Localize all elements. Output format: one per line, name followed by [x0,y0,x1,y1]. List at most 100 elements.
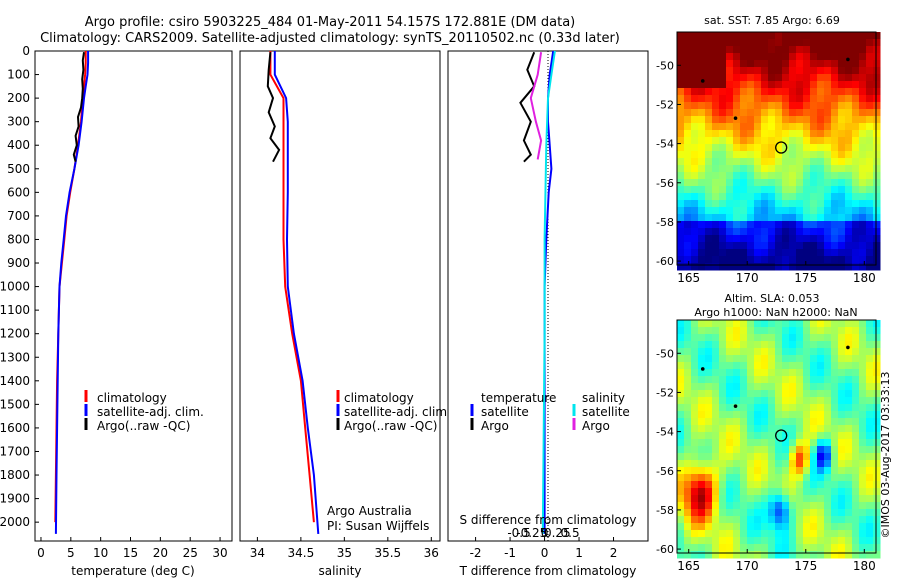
map-cell [838,67,846,75]
map-cell [817,53,825,61]
map-cell [866,390,874,398]
map-cell [775,404,783,412]
map-cell [845,214,853,222]
map-cell [859,109,867,117]
map-cell [866,116,874,124]
map-cell [712,341,720,349]
map-cell [817,256,825,264]
map-cell [866,263,874,271]
map-cell [831,102,839,110]
map-cell [845,221,853,229]
map-cell [817,495,825,503]
map-cell [845,551,853,559]
map-cell [817,109,825,117]
map-cell [803,207,811,215]
map-cell [726,130,734,138]
map-cell [698,207,706,215]
map-cell [677,411,685,419]
map-cell [768,116,776,124]
map-cell [866,425,874,433]
map-cell [775,151,783,159]
map-cell [726,144,734,152]
map-cell [719,481,727,489]
map-cell [698,214,706,222]
map-cell [754,467,762,475]
map-cell [873,46,881,54]
map-cell [698,551,706,559]
map-cell [677,404,685,412]
map-cell [796,453,804,461]
map-cell [754,263,762,271]
map-cell [712,151,720,159]
map-cell [873,474,881,482]
map-cell [789,320,797,328]
map-cell [719,320,727,328]
map-cell [831,74,839,82]
map-cell [873,221,881,229]
map-cell [733,488,741,496]
map-cell [691,151,699,159]
map-cell [803,102,811,110]
map-cell [866,369,874,377]
map-cell [803,495,811,503]
map-cell [726,397,734,405]
map-y-tick-label: -60 [656,543,674,556]
map-cell [796,249,804,257]
map-cell [838,193,846,201]
map-cell [754,46,762,54]
map-cell [817,425,825,433]
map-cell [726,523,734,531]
map-cell [796,432,804,440]
map-cell [866,88,874,96]
map-cell [705,256,713,264]
map-cell [782,446,790,454]
map-cell [775,495,783,503]
map-cell [873,320,881,328]
map-cell [817,60,825,68]
top-x-tick-label: 0 [541,526,549,540]
map-cell [817,327,825,335]
map-cell [719,362,727,370]
map-cell [796,376,804,384]
map-cell [852,537,860,545]
map-cell [684,523,692,531]
map-cell [859,95,867,103]
map-cell [698,404,706,412]
map-cell [817,81,825,89]
map-cell [810,137,818,145]
map-cell [747,221,755,229]
map-cell [817,165,825,173]
map-cell [733,88,741,96]
map-cell [775,467,783,475]
salinity-legend-argo: Argo(..raw -QC) [344,419,437,433]
map-cell [726,256,734,264]
map-cell [747,88,755,96]
map-cell [768,186,776,194]
map-cell [705,165,713,173]
map-cell [733,200,741,208]
map-cell [775,137,783,145]
map-cell [831,404,839,412]
x-tick-label: 30 [212,546,227,560]
map-cell [873,530,881,538]
map-cell [775,460,783,468]
map-cell [754,425,762,433]
map-cell [747,151,755,159]
argo-float-point [700,79,705,83]
map-cell [810,488,818,496]
map-cell [705,116,713,124]
map-cell [831,207,839,215]
map-cell [796,334,804,342]
map-cell [796,193,804,201]
map-cell [691,425,699,433]
map-cell [824,446,832,454]
map-cell [747,228,755,236]
map-cell [775,158,783,166]
map-cell [796,467,804,475]
map-cell [789,467,797,475]
map-cell [768,130,776,138]
map-cell [873,495,881,503]
map-cell [873,81,881,89]
map-cell [824,46,832,54]
map-cell [733,530,741,538]
